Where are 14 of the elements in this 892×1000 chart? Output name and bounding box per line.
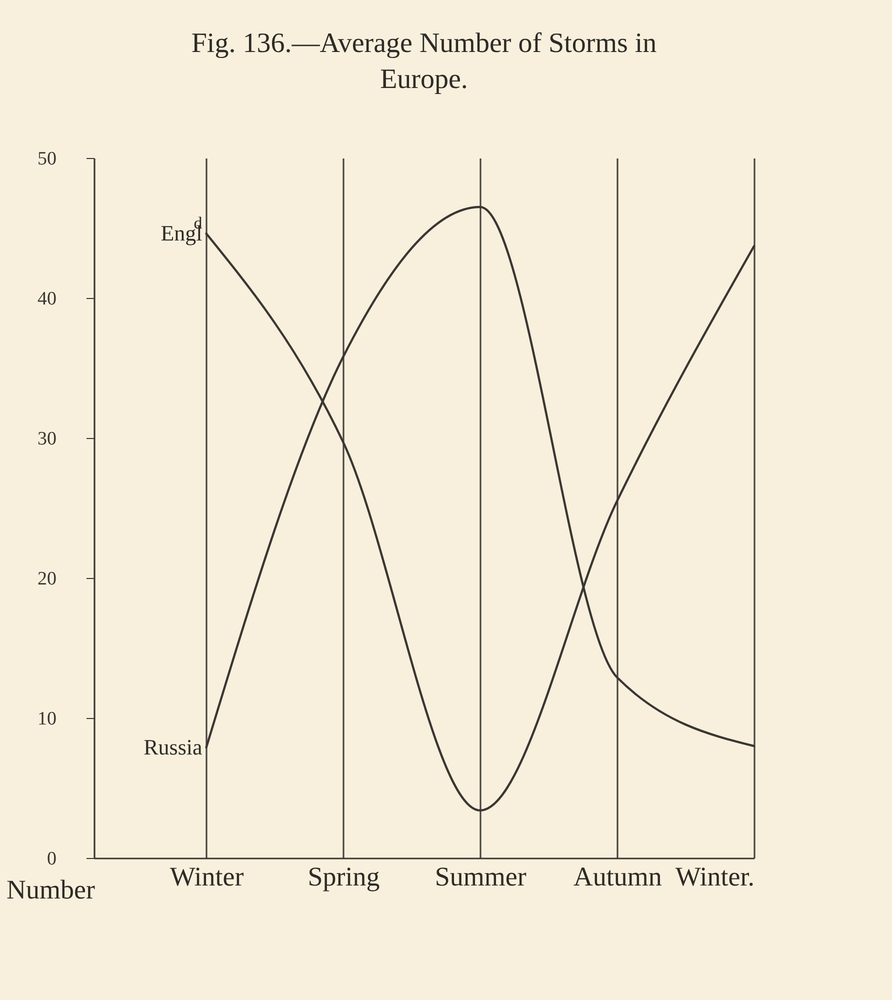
x-tick-label: Autumn xyxy=(573,862,662,892)
y-tick-label: 40 xyxy=(38,288,56,310)
series-label: Russia xyxy=(144,734,203,760)
y-tick-label: 30 xyxy=(38,428,56,450)
x-tick-label: Spring xyxy=(308,862,380,892)
y-tick-label: 20 xyxy=(38,568,56,590)
chart-title: Fig. 136.—Average Number of Storms in Europe. xyxy=(191,28,657,95)
x-tick-label: Summer xyxy=(434,862,526,892)
y-axis-title: Number xyxy=(6,874,95,904)
x-tick-label: Winter. xyxy=(675,862,754,892)
x-tick-label: Winter xyxy=(170,862,244,892)
y-tick-label: 0 xyxy=(47,848,56,870)
y-tick-label: 10 xyxy=(38,708,56,730)
y-tick-label: 50 xyxy=(38,148,56,170)
